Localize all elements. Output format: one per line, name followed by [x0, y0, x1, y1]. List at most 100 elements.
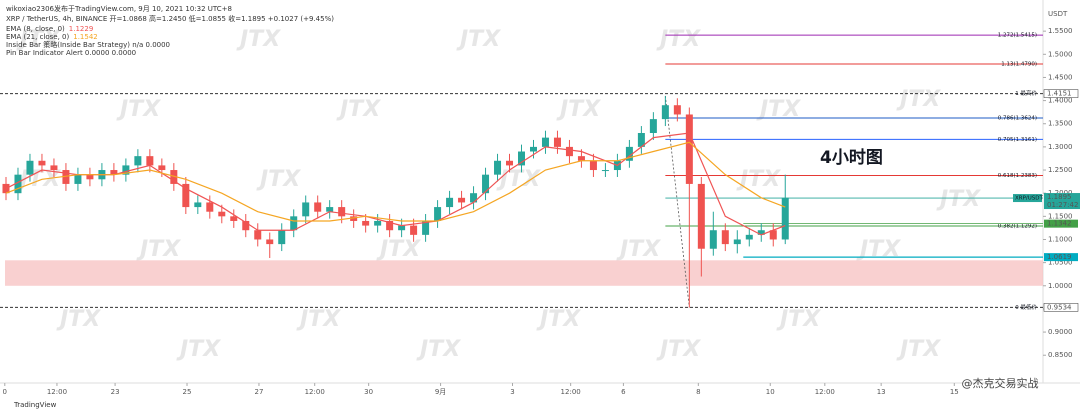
- candle-body: [26, 160, 34, 175]
- watermark: JTX: [616, 237, 661, 262]
- watermark: JTX: [936, 187, 981, 212]
- candle-body: [86, 174, 94, 180]
- candle-body: [254, 230, 262, 240]
- y-tick-label: 1.1500: [1048, 212, 1073, 220]
- y-tick-label: 1.3000: [1048, 143, 1073, 151]
- candle-body: [50, 165, 58, 171]
- axis-badge-label: 1.1895: [1047, 193, 1072, 201]
- candle-body: [518, 151, 525, 166]
- level-label: 0.786(1.3624): [998, 116, 1037, 122]
- y-tick-label: 1.2500: [1048, 166, 1073, 174]
- candle-body: [685, 114, 693, 184]
- candle-body: [661, 105, 669, 120]
- x-tick-label: 13: [877, 388, 886, 396]
- x-tick-label: 6: [621, 388, 626, 396]
- candle-body: [362, 220, 370, 226]
- y-tick-label: 0.9000: [1048, 328, 1073, 336]
- watermark: JTX: [256, 167, 301, 192]
- candle-body: [374, 220, 382, 226]
- candle-body: [673, 105, 681, 115]
- level-label: 0.705(1.3161): [998, 137, 1037, 143]
- candle-body: [757, 230, 765, 235]
- y-unit: USDT: [1048, 10, 1068, 18]
- x-tick-label: 12:00: [305, 388, 325, 396]
- watermark: JTX: [116, 97, 161, 122]
- indicator-line: Inside Bar 策略(Inside Bar Strategy) n/a 0…: [6, 40, 170, 49]
- x-tick-label: 10: [766, 388, 775, 396]
- zone: [5, 260, 1043, 286]
- candle-body: [14, 174, 22, 194]
- y-tick-label: 1.4000: [1048, 97, 1073, 105]
- axis-badge: [1044, 193, 1080, 210]
- axis-badge-label: 1.4151: [1047, 90, 1072, 98]
- axis-badge-label: 1.0619: [1047, 253, 1072, 261]
- x-tick-label: 25: [183, 388, 192, 396]
- x-tick-label: 30: [364, 388, 373, 396]
- candle-body: [458, 197, 466, 203]
- candle-body: [230, 216, 238, 221]
- x-tick-label: 12:00: [47, 388, 67, 396]
- axis-badge: [1044, 253, 1078, 262]
- axis-badge: [1044, 219, 1078, 228]
- candle-body: [553, 137, 561, 147]
- candle-body: [625, 146, 633, 161]
- watermark: JTX: [556, 97, 601, 122]
- level-label: 1.13(1.4790): [1001, 62, 1037, 68]
- trend-line: [664, 95, 690, 308]
- candle-body: [506, 160, 514, 166]
- level-label: 1 最高价: [1015, 89, 1037, 97]
- candle-body: [709, 230, 717, 249]
- ema-line: [5, 132, 786, 236]
- candle-body: [781, 197, 789, 240]
- watermark: JTX: [296, 307, 341, 332]
- candle-body: [434, 207, 442, 221]
- candle-body: [194, 202, 202, 208]
- candle-body: [122, 165, 130, 175]
- x-tick-label: 0: [3, 388, 7, 396]
- candle-body: [350, 216, 358, 221]
- candle-body: [338, 207, 346, 217]
- x-tick-label: 3: [510, 388, 514, 396]
- footer-credit: @杰克交易实战: [962, 376, 1039, 390]
- legend-entry: EMA (8, close, 0) 1.1229: [6, 25, 93, 33]
- axis-badge-label: 1.1342: [1047, 220, 1072, 228]
- y-tick-label: 1.4500: [1048, 73, 1073, 81]
- legend-name: EMA (8, close, 0): [6, 25, 65, 33]
- watermark: JTX: [776, 307, 821, 332]
- x-tick-label: 27: [254, 388, 263, 396]
- x-tick-label: 8: [696, 388, 700, 396]
- candle-body: [278, 230, 286, 245]
- candle-body: [74, 174, 82, 184]
- author-line: wikoxiao2306发布于TradingView.com, 9月 10, 2…: [6, 4, 232, 13]
- candle-body: [721, 230, 729, 245]
- countdown: 01:27:42: [1047, 201, 1078, 209]
- candle-body: [242, 220, 250, 231]
- candle-body: [62, 170, 70, 184]
- price-tag-label: XRP/USDT: [1015, 196, 1044, 202]
- price-tag: [1013, 194, 1042, 203]
- x-tick-label: 23: [111, 388, 120, 396]
- candle-body: [745, 234, 753, 240]
- watermark: JTX: [536, 307, 581, 332]
- candle-body: [182, 183, 190, 208]
- candle-body: [733, 239, 741, 245]
- candle-body: [577, 156, 585, 161]
- watermark: JTX: [456, 27, 501, 52]
- legend-name: EMA (21, close, 0): [6, 33, 69, 41]
- axis-badge: [1043, 89, 1079, 98]
- x-tick-label: 9月: [435, 388, 446, 396]
- watermark: JTX: [416, 337, 461, 362]
- candle-body: [529, 146, 537, 152]
- level-label: 1.272(1.5415): [998, 33, 1037, 39]
- watermark: JTX: [16, 27, 61, 52]
- candle-body: [470, 193, 478, 203]
- candle-body: [422, 220, 430, 235]
- candle-body: [637, 133, 645, 147]
- symbol-line: XRP / TetherUS, 4h, BINANCE 开=1.0868 高=1…: [6, 14, 334, 23]
- legend-value: 1.1229: [69, 25, 94, 33]
- candle-body: [446, 197, 454, 208]
- candle-body: [302, 202, 310, 217]
- candle-body: [410, 225, 418, 235]
- watermark: JTX: [856, 237, 901, 262]
- watermark: JTX: [176, 337, 221, 362]
